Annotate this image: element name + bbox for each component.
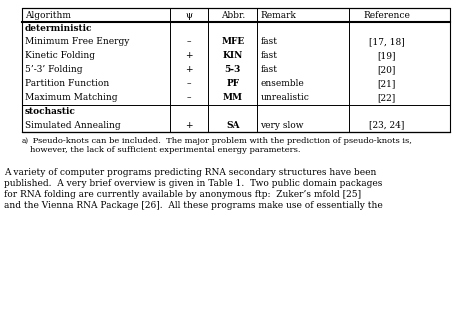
Text: Simulated Annealing: Simulated Annealing: [25, 120, 120, 130]
Text: and the Vienna RNA Package [26].  All these programs make use of essentially the: and the Vienna RNA Package [26]. All the…: [4, 201, 383, 210]
Text: +: +: [185, 52, 192, 60]
Text: [21]: [21]: [378, 80, 396, 88]
Text: –: –: [187, 38, 191, 46]
Text: Partition Function: Partition Function: [25, 80, 109, 88]
Text: fast: fast: [260, 65, 277, 75]
Text: very slow: very slow: [260, 120, 304, 130]
Text: Minimum Free Energy: Minimum Free Energy: [25, 38, 129, 46]
Text: Kinetic Folding: Kinetic Folding: [25, 52, 95, 60]
Bar: [22, 8, 450, 132]
Text: a): a): [22, 137, 29, 145]
Text: [22]: [22]: [378, 94, 396, 102]
Text: published.  A very brief overview is given in Table 1.  Two public domain packag: published. A very brief overview is give…: [4, 179, 383, 188]
Text: Remark: Remark: [260, 10, 296, 20]
Text: ψ: ψ: [185, 10, 192, 20]
Text: Maximum Matching: Maximum Matching: [25, 94, 118, 102]
Text: 5’-3’ Folding: 5’-3’ Folding: [25, 65, 82, 75]
Text: deterministic: deterministic: [25, 24, 92, 33]
Text: Pseudo-knots can be included.  The major problem with the prediction of pseudo-k: Pseudo-knots can be included. The major …: [30, 137, 412, 145]
Text: Algorithm: Algorithm: [25, 10, 71, 20]
Text: however, the lack of sufficient experimental energy parameters.: however, the lack of sufficient experime…: [30, 146, 301, 154]
Text: Reference: Reference: [364, 10, 410, 20]
Text: MM: MM: [223, 94, 243, 102]
Text: [17, 18]: [17, 18]: [369, 38, 405, 46]
Text: Abbr.: Abbr.: [221, 10, 245, 20]
Text: 5-3: 5-3: [225, 65, 241, 75]
Text: SA: SA: [226, 120, 239, 130]
Text: for RNA folding are currently available by anonymous ftp:  Zuker’s mfold [25]: for RNA folding are currently available …: [4, 190, 361, 199]
Text: fast: fast: [260, 52, 277, 60]
Text: KIN: KIN: [223, 52, 243, 60]
Text: +: +: [185, 120, 192, 130]
Text: PF: PF: [226, 80, 239, 88]
Text: MFE: MFE: [221, 38, 245, 46]
Text: +: +: [185, 65, 192, 75]
Text: [23, 24]: [23, 24]: [369, 120, 404, 130]
Text: A variety of computer programs predicting RNA secondary structures have been: A variety of computer programs predictin…: [4, 168, 376, 177]
Text: stochastic: stochastic: [25, 107, 76, 116]
Text: –: –: [187, 94, 191, 102]
Text: [19]: [19]: [378, 52, 396, 60]
Text: [20]: [20]: [378, 65, 396, 75]
Text: –: –: [187, 80, 191, 88]
Text: fast: fast: [260, 38, 277, 46]
Text: unrealistic: unrealistic: [260, 94, 309, 102]
Text: ensemble: ensemble: [260, 80, 304, 88]
